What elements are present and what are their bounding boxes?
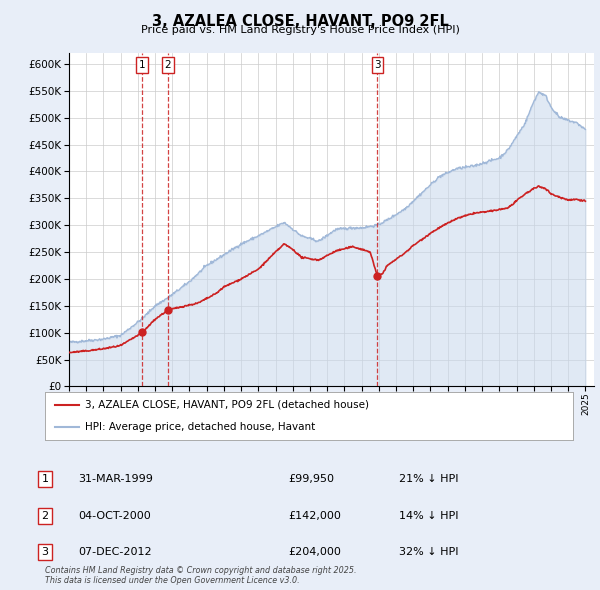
Text: 3, AZALEA CLOSE, HAVANT, PO9 2FL: 3, AZALEA CLOSE, HAVANT, PO9 2FL xyxy=(152,14,448,28)
Text: 04-OCT-2000: 04-OCT-2000 xyxy=(78,511,151,520)
Text: 3: 3 xyxy=(41,548,49,557)
Text: 1: 1 xyxy=(139,60,145,70)
Text: 1: 1 xyxy=(41,474,49,484)
Text: 2: 2 xyxy=(164,60,171,70)
Text: Contains HM Land Registry data © Crown copyright and database right 2025.
This d: Contains HM Land Registry data © Crown c… xyxy=(45,566,356,585)
Text: 2: 2 xyxy=(41,511,49,520)
Text: 32% ↓ HPI: 32% ↓ HPI xyxy=(399,548,458,557)
Text: 31-MAR-1999: 31-MAR-1999 xyxy=(78,474,153,484)
Text: 07-DEC-2012: 07-DEC-2012 xyxy=(78,548,152,557)
Text: Price paid vs. HM Land Registry's House Price Index (HPI): Price paid vs. HM Land Registry's House … xyxy=(140,25,460,35)
Text: 3, AZALEA CLOSE, HAVANT, PO9 2FL (detached house): 3, AZALEA CLOSE, HAVANT, PO9 2FL (detach… xyxy=(85,400,368,410)
Text: HPI: Average price, detached house, Havant: HPI: Average price, detached house, Hava… xyxy=(85,422,315,432)
Text: £142,000: £142,000 xyxy=(288,511,341,520)
Text: £99,950: £99,950 xyxy=(288,474,334,484)
Text: 3: 3 xyxy=(374,60,381,70)
Text: £204,000: £204,000 xyxy=(288,548,341,557)
Text: 21% ↓ HPI: 21% ↓ HPI xyxy=(399,474,458,484)
Text: 14% ↓ HPI: 14% ↓ HPI xyxy=(399,511,458,520)
